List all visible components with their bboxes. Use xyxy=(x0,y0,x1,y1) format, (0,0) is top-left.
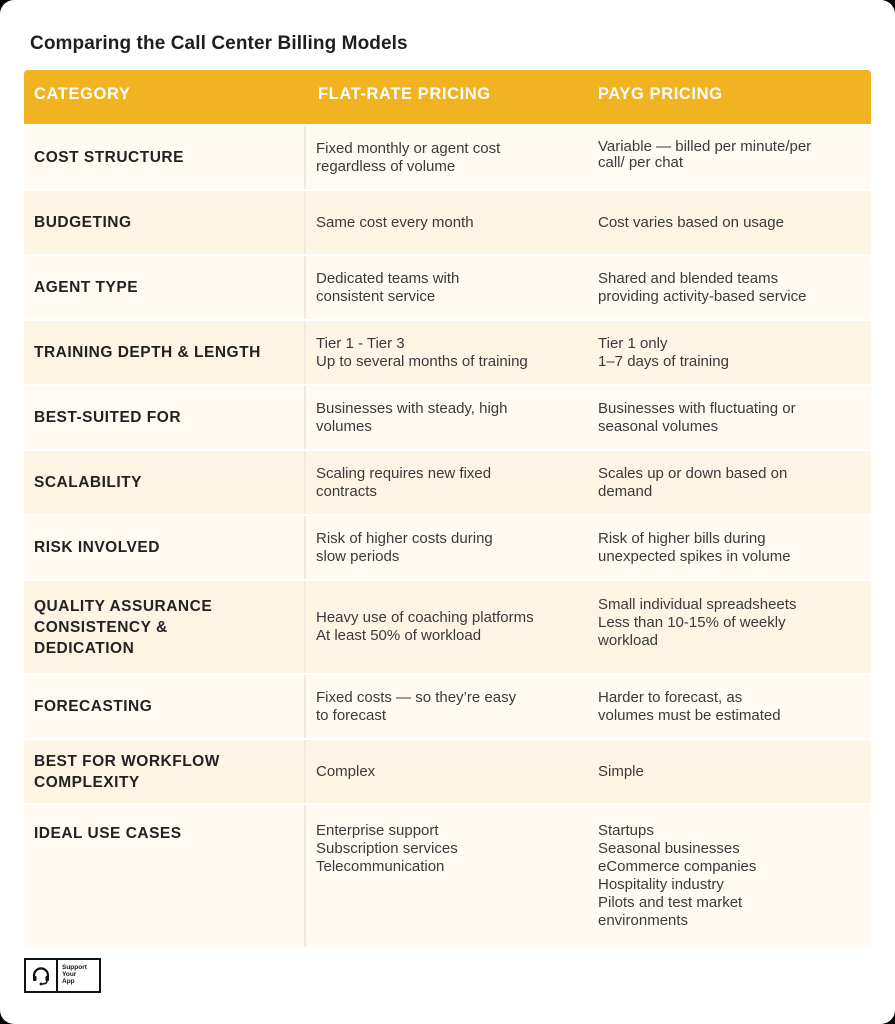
table-row: BUDGETING Same cost every month Cost var… xyxy=(24,191,871,254)
row-category: SCALABILITY xyxy=(24,451,306,514)
table-row: COST STRUCTURE Fixed monthly or agent co… xyxy=(24,126,871,189)
flat-rate-cell: Fixed costs — so they’re easy to forecas… xyxy=(306,675,588,738)
category-label: RISK INVOLVED xyxy=(34,539,160,556)
table-row: FORECASTING Fixed costs — so they’re eas… xyxy=(24,675,871,738)
flat-rate-cell: Enterprise support Subscription services… xyxy=(306,805,588,947)
payg-text: Small individual spreadsheets Less than … xyxy=(598,596,797,649)
payg-text: Harder to forecast, as volumes must be e… xyxy=(598,688,781,724)
row-category: RISK INVOLVED xyxy=(24,516,306,579)
flat-rate-text: Scaling requires new fixed contracts xyxy=(316,464,492,500)
row-category: TRAINING DEPTH & LENGTH xyxy=(24,321,306,384)
row-category: IDEAL USE CASES xyxy=(24,805,306,947)
page-title: Comparing the Call Center Billing Models xyxy=(30,33,408,54)
row-category: BEST FOR WORKFLOW COMPLEXITY xyxy=(24,740,306,803)
category-label: COST STRUCTURE xyxy=(34,149,184,166)
flat-rate-cell: Complex xyxy=(306,740,588,803)
payg-text: Shared and blended teams providing activ… xyxy=(598,269,807,305)
table-row: TRAINING DEPTH & LENGTH Tier 1 - Tier 3 … xyxy=(24,321,871,384)
category-label: AGENT TYPE xyxy=(34,279,139,296)
category-label: BEST-SUITED FOR xyxy=(34,409,182,426)
flat-rate-text: Dedicated teams with consistent service xyxy=(316,269,460,305)
flat-rate-text: Businesses with steady, high volumes xyxy=(316,399,508,435)
row-category: BEST-SUITED FOR xyxy=(24,386,306,449)
payg-text: Simple xyxy=(598,762,644,780)
table-row: IDEAL USE CASES Enterprise support Subsc… xyxy=(24,805,871,947)
payg-text: Cost varies based on usage xyxy=(598,213,784,231)
flat-rate-text: Fixed monthly or agent cost regardless o… xyxy=(316,139,501,175)
payg-cell: Small individual spreadsheets Less than … xyxy=(588,581,871,673)
header-payg: PAYG PRICING xyxy=(598,85,723,103)
payg-cell: Tier 1 only 1–7 days of training xyxy=(588,321,871,384)
flat-rate-text: Tier 1 - Tier 3 Up to several months of … xyxy=(316,334,528,370)
table-row: AGENT TYPE Dedicated teams with consiste… xyxy=(24,256,871,319)
payg-cell: Simple xyxy=(588,740,871,803)
payg-text: Startups Seasonal businesses eCommerce c… xyxy=(598,822,757,929)
row-category: FORECASTING xyxy=(24,675,306,738)
category-label: QUALITY ASSURANCE CONSISTENCY & DEDICATI… xyxy=(34,597,213,657)
flat-rate-text: Complex xyxy=(316,762,376,780)
row-category: QUALITY ASSURANCE CONSISTENCY & DEDICATI… xyxy=(24,581,306,673)
category-label: TRAINING DEPTH & LENGTH xyxy=(34,344,261,361)
flat-rate-cell: Businesses with steady, high volumes xyxy=(306,386,588,449)
payg-text: Risk of higher bills during unexpected s… xyxy=(598,529,791,565)
header-flat-rate: FLAT-RATE PRICING xyxy=(318,85,491,103)
flat-rate-cell: Risk of higher costs during slow periods xyxy=(306,516,588,579)
flat-rate-cell: Fixed monthly or agent cost regardless o… xyxy=(306,126,588,189)
row-category: AGENT TYPE xyxy=(24,256,306,319)
table-row: RISK INVOLVED Risk of higher costs durin… xyxy=(24,516,871,579)
payg-cell: Shared and blended teams providing activ… xyxy=(588,256,871,319)
category-label: SCALABILITY xyxy=(34,474,142,491)
payg-cell: Variable — billed per minute/per call/ p… xyxy=(588,126,871,189)
category-label: IDEAL USE CASES xyxy=(34,825,182,842)
row-category: BUDGETING xyxy=(24,191,306,254)
flat-rate-text: Fixed costs — so they’re easy to forecas… xyxy=(316,688,517,724)
flat-rate-text: Heavy use of coaching platforms At least… xyxy=(316,609,534,644)
logo-text: Support Your App xyxy=(62,964,87,985)
flat-rate-text: Same cost every month xyxy=(316,213,474,231)
row-category: COST STRUCTURE xyxy=(24,126,306,189)
table-row: BEST-SUITED FOR Businesses with steady, … xyxy=(24,386,871,449)
headset-icon xyxy=(26,960,58,991)
flat-rate-text: Risk of higher costs during slow periods xyxy=(316,529,493,565)
payg-text: Tier 1 only 1–7 days of training xyxy=(598,334,729,370)
table-row: BEST FOR WORKFLOW COMPLEXITY Complex Sim… xyxy=(24,740,871,803)
flat-rate-text: Enterprise support Subscription services… xyxy=(316,822,458,875)
table-row: QUALITY ASSURANCE CONSISTENCY & DEDICATI… xyxy=(24,581,871,673)
payg-cell: Businesses with fluctuating or seasonal … xyxy=(588,386,871,449)
payg-cell: Risk of higher bills during unexpected s… xyxy=(588,516,871,579)
flat-rate-cell: Dedicated teams with consistent service xyxy=(306,256,588,319)
support-your-app-logo: Support Your App xyxy=(24,958,101,993)
table-header-row: CATEGORY FLAT-RATE PRICING PAYG PRICING xyxy=(24,70,871,124)
payg-cell: Startups Seasonal businesses eCommerce c… xyxy=(588,805,871,947)
flat-rate-cell: Heavy use of coaching platforms At least… xyxy=(306,581,588,673)
flat-rate-cell: Tier 1 - Tier 3 Up to several months of … xyxy=(306,321,588,384)
flat-rate-cell: Same cost every month xyxy=(306,191,588,254)
flat-rate-cell: Scaling requires new fixed contracts xyxy=(306,451,588,514)
header-category: CATEGORY xyxy=(34,85,131,103)
category-label: FORECASTING xyxy=(34,698,153,715)
category-label: BUDGETING xyxy=(34,214,132,231)
payg-text: Scales up or down based on demand xyxy=(598,464,788,500)
payg-cell: Cost varies based on usage xyxy=(588,191,871,254)
comparison-table: CATEGORY FLAT-RATE PRICING PAYG PRICING … xyxy=(24,70,871,949)
category-label: BEST FOR WORKFLOW COMPLEXITY xyxy=(34,752,220,791)
payg-cell: Scales up or down based on demand xyxy=(588,451,871,514)
table-row: SCALABILITY Scaling requires new fixed c… xyxy=(24,451,871,514)
payg-text: Businesses with fluctuating or seasonal … xyxy=(598,399,796,435)
payg-cell: Harder to forecast, as volumes must be e… xyxy=(588,675,871,738)
payg-text: Variable — billed per minute/per call/ p… xyxy=(598,137,812,171)
